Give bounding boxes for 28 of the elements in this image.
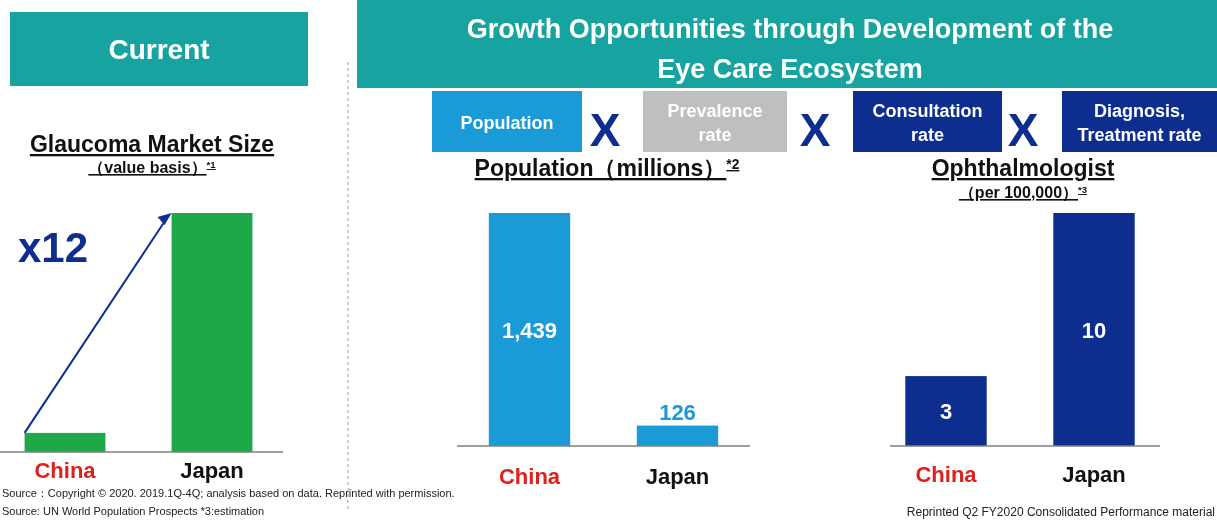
text: Eye Care Ecosystem bbox=[657, 54, 923, 84]
x-tick-label: Japan bbox=[180, 458, 244, 483]
text: X bbox=[1007, 104, 1039, 156]
chart-subtitle: （value basis）$^{*1}$ bbox=[88, 158, 217, 177]
text: Diagnosis, Treatment rate bbox=[1077, 101, 1202, 145]
text: Population bbox=[460, 113, 554, 133]
chart-subtitle: （per 100,000）$^{*3}$ bbox=[958, 183, 1088, 202]
annotation: x12 bbox=[18, 224, 89, 271]
data-label: 1,439 bbox=[501, 317, 558, 343]
source-note: Source: UN World Population Prospects *3:estimation bbox=[2, 505, 265, 517]
data-label: 3 bbox=[939, 399, 953, 425]
data-label: 126 bbox=[659, 399, 696, 425]
text: X bbox=[799, 104, 831, 156]
chart-title: Ophthalmologist bbox=[931, 155, 1115, 181]
x-tick-label: Japan bbox=[1062, 462, 1126, 487]
text: Consultation rate bbox=[872, 101, 983, 145]
text: Reprinted Q2 FY2020 Consolidated Performance material bbox=[906, 505, 1215, 519]
x-tick-label: Japan bbox=[645, 464, 710, 489]
text: Growth Opportunities through Development of the bbox=[466, 14, 1114, 44]
source-note: Source：Copyright © 2020. 2019.1Q-4Q; analysis based on data. Reprinted with permission. bbox=[2, 487, 455, 499]
x-tick-label: China bbox=[915, 462, 978, 487]
text: Current bbox=[108, 34, 210, 65]
x-tick-label: China bbox=[34, 458, 97, 483]
data-label: 10 bbox=[1081, 317, 1107, 343]
text: Prevalence rate bbox=[667, 101, 763, 145]
chart-title: Glaucoma Market Size bbox=[29, 131, 275, 157]
x-tick-label: China bbox=[498, 464, 561, 489]
text: X bbox=[589, 104, 621, 156]
